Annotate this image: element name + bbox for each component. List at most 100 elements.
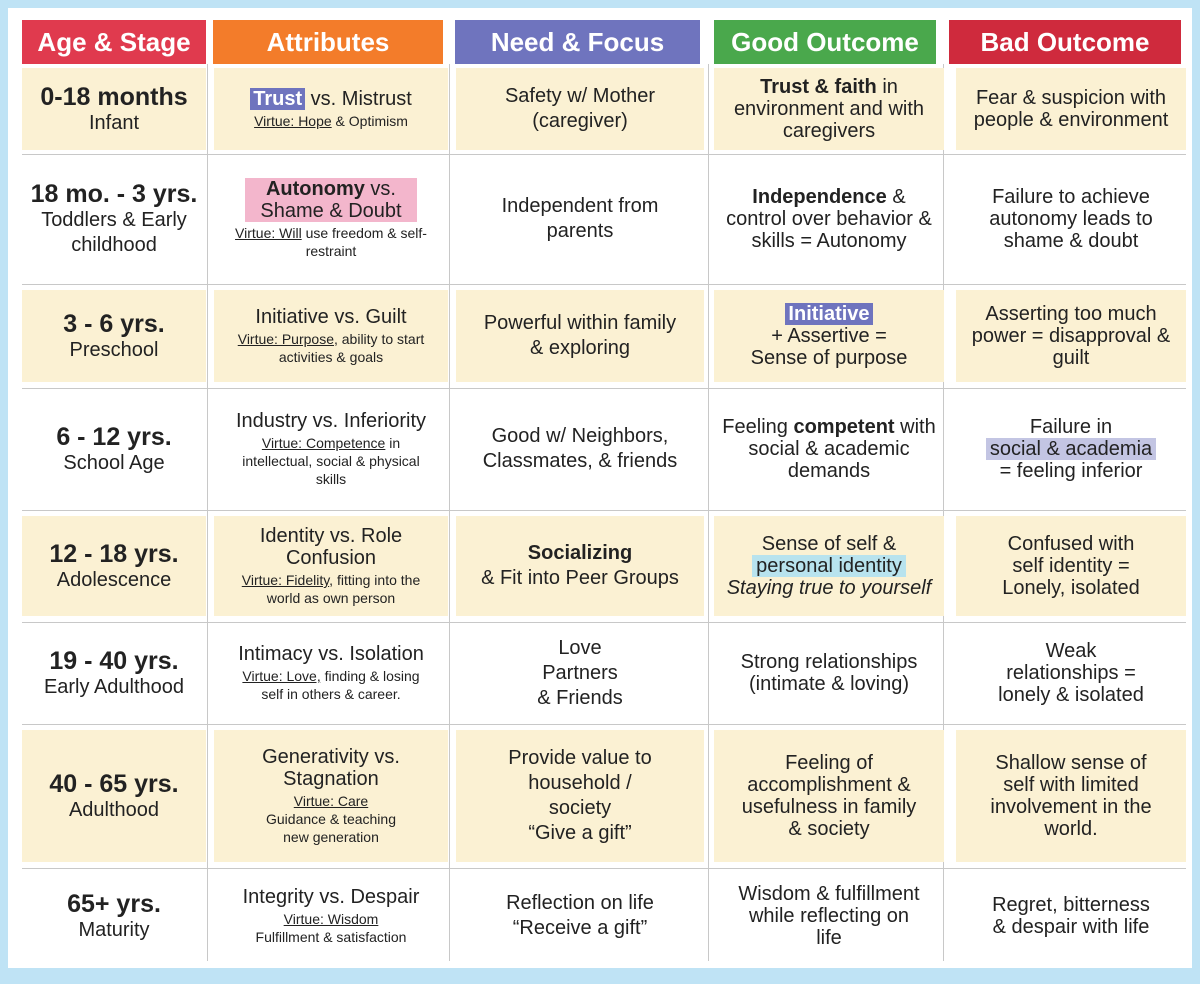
need-line: Safety w/ Mother bbox=[504, 85, 656, 107]
virtue-label: Virtue: Wisdom bbox=[283, 911, 379, 927]
need-line: & Friends bbox=[537, 686, 623, 709]
table-row: 65+ yrs. Maturity Integrity vs. Despair … bbox=[22, 868, 1186, 964]
attributes-cell: Generativity vs. Stagnation Virtue: Care… bbox=[214, 730, 448, 862]
age-stage-cell: 3 - 6 yrs. Preschool bbox=[22, 290, 206, 382]
age-range: 6 - 12 yrs. bbox=[56, 422, 172, 451]
bad-outcome-cell: Asserting too much power = disapproval &… bbox=[956, 290, 1186, 382]
virtue-label: Virtue: Hope bbox=[254, 113, 332, 129]
good-outcome-line: Sense of self & bbox=[761, 533, 897, 555]
good-outcome-rest: in environment and with caregivers bbox=[733, 76, 925, 142]
attribute-title: Industry vs. Inferiority bbox=[235, 410, 427, 432]
need-line: “Receive a gift” bbox=[512, 917, 648, 939]
need-line: “Give a gift” bbox=[528, 822, 632, 844]
attributes-cell: Identity vs. Role Confusion Virtue: Fide… bbox=[214, 516, 448, 616]
age-stage-cell: 6 - 12 yrs. School Age bbox=[22, 388, 206, 510]
bad-outcome-cell: Fear & suspicion with people & environme… bbox=[956, 68, 1186, 150]
age-stage-cell: 65+ yrs. Maturity bbox=[22, 868, 206, 964]
header-attributes: Attributes bbox=[213, 20, 443, 64]
virtue-rest: Guidance & teaching new generation bbox=[266, 811, 396, 845]
attributes-cell: Initiative vs. Guilt Virtue: Purpose, ab… bbox=[214, 290, 448, 382]
good-outcome-text: Trust & faith in environment and with ca… bbox=[720, 76, 938, 142]
need-focus-cell: Good w/ Neighbors, Classmates, & friends bbox=[456, 388, 704, 510]
virtue-label: Virtue: Care bbox=[293, 793, 369, 809]
bad-outcome-highlight-line: social & academia bbox=[985, 438, 1157, 460]
bad-outcome-cell: Failure in social & academia = feeling i… bbox=[956, 388, 1186, 510]
stage-name: Adolescence bbox=[56, 568, 172, 591]
attribute-bold: Autonomy bbox=[265, 178, 365, 200]
virtue-rest: , fitting into the world as own person bbox=[266, 572, 421, 606]
age-stage-cell: 18 mo. - 3 yrs. Toddlers & Early childho… bbox=[22, 154, 206, 284]
attributes-cell: Integrity vs. Despair Virtue: Wisdom Ful… bbox=[214, 868, 448, 964]
attribute-title: Integrity vs. Despair bbox=[242, 886, 420, 908]
age-range: 18 mo. - 3 yrs. bbox=[30, 180, 198, 208]
virtue-rest: use freedom & self-restraint bbox=[301, 225, 427, 259]
age-stage-cell: 12 - 18 yrs. Adolescence bbox=[22, 516, 206, 616]
age-range: 19 - 40 yrs. bbox=[49, 646, 179, 675]
table-row: 19 - 40 yrs. Early Adulthood Intimacy vs… bbox=[22, 622, 1186, 725]
table-row: 40 - 65 yrs. Adulthood Generativity vs. … bbox=[22, 724, 1186, 869]
good-outcome-pre: Feeling bbox=[722, 416, 794, 438]
attribute-title: Initiative vs. Guilt bbox=[255, 306, 407, 328]
good-outcome-line: + Assertive = bbox=[771, 325, 887, 347]
attributes-cell: Trust vs. Mistrust Virtue: Hope & Optimi… bbox=[214, 68, 448, 150]
good-outcome-text: Wisdom & fulfillment while reflecting on… bbox=[738, 883, 920, 949]
header-need-focus: Need & Focus bbox=[455, 20, 700, 64]
bad-outcome-cell: Shallow sense of self with limited invol… bbox=[956, 730, 1186, 862]
virtue-text: Virtue: Will use freedom & self-restrain… bbox=[220, 224, 442, 260]
good-outcome-line: Sense of purpose bbox=[750, 347, 908, 369]
virtue-text: Virtue: Fidelity, fitting into the world… bbox=[236, 571, 426, 607]
column-divider bbox=[943, 64, 944, 961]
need-line: Provide value to bbox=[508, 747, 652, 769]
good-outcome-rest: with social & academic demands bbox=[748, 416, 936, 482]
column-divider bbox=[207, 64, 208, 961]
bad-outcome-cell: Confused with self identity = Lonely, is… bbox=[956, 516, 1186, 616]
virtue-rest: finding & losing self in others & career… bbox=[261, 668, 420, 702]
need-focus-cell: Socializing & Fit into Peer Groups bbox=[456, 516, 704, 616]
stage-name: School Age bbox=[63, 451, 165, 474]
chart-card: Age & Stage Attributes Need & Focus Good… bbox=[8, 8, 1192, 968]
attribute-title: Intimacy vs. Isolation bbox=[238, 643, 424, 665]
good-outcome-highlight-line: personal identity bbox=[752, 555, 906, 577]
good-outcome-bold: Trust & faith bbox=[760, 76, 877, 98]
good-outcome-highlight: Initiative bbox=[785, 303, 873, 325]
header-good-outcome: Good Outcome bbox=[714, 20, 936, 64]
attribute-rest: vs. Mistrust bbox=[305, 88, 412, 110]
virtue-rest: Fulfillment & satisfaction bbox=[255, 929, 407, 945]
bad-outcome-text: Failure to achieve autonomy leads to sha… bbox=[989, 186, 1153, 252]
age-range: 40 - 65 yrs. bbox=[49, 769, 179, 798]
virtue-label: Virtue: Competence bbox=[261, 435, 386, 451]
virtue-label-line: Virtue: Wisdom bbox=[284, 910, 379, 928]
need-bold: Socializing bbox=[527, 542, 633, 564]
bad-outcome-cell: Failure to achieve autonomy leads to sha… bbox=[956, 154, 1186, 284]
bad-outcome-text: Regret, bitterness & despair with life bbox=[992, 894, 1150, 938]
virtue-rest: & Optimism bbox=[331, 113, 408, 129]
age-range: 12 - 18 yrs. bbox=[49, 539, 179, 568]
need-focus-cell: Independent from parents bbox=[456, 154, 704, 284]
age-stage-cell: 19 - 40 yrs. Early Adulthood bbox=[22, 622, 206, 724]
bad-outcome-text: Confused with self identity = Lonely, is… bbox=[1002, 533, 1140, 599]
virtue-rest: , ability to start activities & goals bbox=[278, 331, 425, 365]
age-stage-cell: 0-18 months Infant bbox=[22, 68, 206, 150]
column-divider bbox=[449, 64, 450, 961]
good-outcome-cell: Sense of self & personal identity Stayin… bbox=[714, 516, 944, 616]
age-range: 65+ yrs. bbox=[67, 889, 161, 918]
attribute-highlight: Trust bbox=[250, 88, 306, 110]
virtue-text: Virtue: Purpose, ability to start activi… bbox=[220, 330, 442, 366]
table-row: 18 mo. - 3 yrs. Toddlers & Early childho… bbox=[22, 154, 1186, 285]
need-line: Good w/ Neighbors, bbox=[491, 425, 669, 447]
good-outcome-text: Feeling competent with social & academic… bbox=[720, 416, 938, 482]
good-outcome-italic: Staying true to yourself bbox=[726, 577, 932, 599]
bad-outcome-text: Shallow sense of self with limited invol… bbox=[990, 752, 1152, 840]
good-outcome-cell: Trust & faith in environment and with ca… bbox=[714, 68, 944, 150]
good-outcome-cell: Initiative + Assertive = Sense of purpos… bbox=[714, 290, 944, 382]
good-outcome-text: Feeling of accomplishment & usefulness i… bbox=[741, 752, 917, 840]
good-outcome-text: Independence & control over behavior & s… bbox=[720, 186, 938, 252]
attribute-title: Autonomy vs. Shame & Doubt bbox=[245, 178, 417, 222]
need-focus-cell: Powerful within family & exploring bbox=[456, 290, 704, 382]
table-row: 0-18 months Infant Trust vs. Mistrust Vi… bbox=[22, 64, 1186, 155]
good-outcome-bold: Independence bbox=[752, 186, 887, 208]
stage-name: Infant bbox=[88, 111, 140, 134]
good-outcome-cell: Feeling competent with social & academic… bbox=[714, 388, 944, 510]
virtue-label: Virtue: Love, bbox=[242, 668, 321, 684]
attributes-cell: Autonomy vs. Shame & Doubt Virtue: Will … bbox=[214, 154, 448, 284]
